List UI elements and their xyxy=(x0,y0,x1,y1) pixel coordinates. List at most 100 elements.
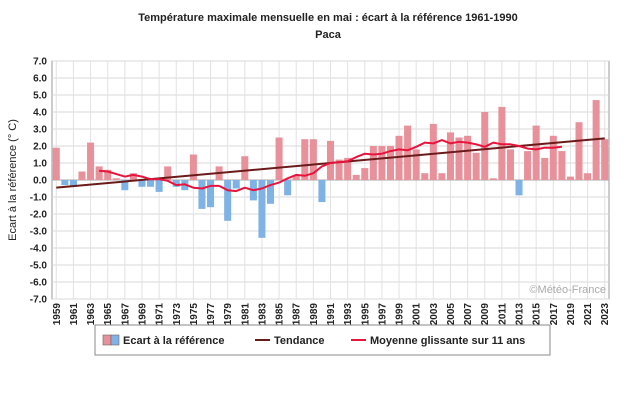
x-tick-label: 2009 xyxy=(480,303,491,326)
bar-2000 xyxy=(404,125,412,180)
y-tick-label: 7.0 xyxy=(33,57,47,68)
bar-1976 xyxy=(198,180,206,209)
bar-2021 xyxy=(584,173,592,180)
bar-2023 xyxy=(601,139,609,180)
x-tick-label: 2019 xyxy=(566,303,577,326)
x-tick-label: 2001 xyxy=(412,303,423,326)
x-tick-label: 1997 xyxy=(377,303,388,326)
bar-2015 xyxy=(532,125,540,180)
bar-1972 xyxy=(164,166,172,180)
legend-label-bars: Ecart à la référence xyxy=(123,335,225,347)
chart-subtitle: Paca xyxy=(315,29,342,41)
bar-1980 xyxy=(232,180,240,189)
bar-1981 xyxy=(241,156,249,180)
x-tick-label: 1971 xyxy=(155,303,166,326)
bar-1975 xyxy=(189,154,197,180)
y-tick-label: 1.0 xyxy=(33,159,47,170)
x-tick-label: 1987 xyxy=(292,303,303,326)
bar-2016 xyxy=(541,157,549,180)
x-tick-label: 2013 xyxy=(515,303,526,326)
y-tick-label: -5.0 xyxy=(30,261,48,272)
bar-2020 xyxy=(575,122,583,180)
bar-1964 xyxy=(95,166,103,180)
x-tick-label: 2023 xyxy=(600,303,611,326)
bar-1992 xyxy=(335,159,343,180)
bar-1959 xyxy=(52,147,60,180)
bar-1993 xyxy=(344,157,352,180)
x-tick-label: 1995 xyxy=(360,303,371,326)
bar-2013 xyxy=(515,180,523,196)
chart-title: Température maximale mensuelle en mai : … xyxy=(138,12,518,24)
x-tick-label: 2011 xyxy=(497,303,508,325)
x-tick-label: 1989 xyxy=(309,303,320,326)
bar-1995 xyxy=(361,168,369,180)
legend-swatch-negative xyxy=(110,334,120,346)
bar-1979 xyxy=(224,180,232,221)
x-tick-label: 1993 xyxy=(343,303,354,326)
y-tick-label: 5.0 xyxy=(33,91,47,102)
y-tick-label: 4.0 xyxy=(33,108,47,119)
bar-2007 xyxy=(464,135,472,180)
x-tick-label: 1961 xyxy=(69,303,80,326)
bar-1994 xyxy=(352,174,360,180)
y-tick-label: -3.0 xyxy=(30,227,48,238)
y-tick-label: -4.0 xyxy=(30,244,48,255)
bar-1977 xyxy=(207,180,215,208)
bar-1996 xyxy=(369,146,377,180)
x-tick-label: 1969 xyxy=(137,303,148,326)
x-tick-label: 1975 xyxy=(189,303,200,326)
x-tick-label: 1999 xyxy=(395,303,406,326)
moving-average-line xyxy=(99,139,563,193)
bar-2019 xyxy=(566,176,574,180)
x-tick-label: 1985 xyxy=(275,303,286,326)
bar-2008 xyxy=(472,152,480,180)
bar-2014 xyxy=(524,151,532,180)
x-tick-label: 1983 xyxy=(257,303,268,326)
y-tick-label: -1.0 xyxy=(30,193,48,204)
y-tick-label: -6.0 xyxy=(30,278,48,289)
bar-1986 xyxy=(284,180,292,196)
x-tick-label: 1979 xyxy=(223,303,234,326)
bar-2006 xyxy=(455,137,463,180)
legend-swatch-positive xyxy=(102,334,112,346)
bar-1997 xyxy=(378,146,386,180)
bar-2005 xyxy=(446,132,454,180)
x-tick-label: 2007 xyxy=(463,303,474,326)
bar-1999 xyxy=(395,135,403,180)
x-tick-label: 2021 xyxy=(583,303,594,326)
bar-2004 xyxy=(438,173,446,180)
legend-label-trend: Tendance xyxy=(274,335,325,347)
bar-1983 xyxy=(258,180,266,238)
bar-1961 xyxy=(69,180,77,187)
x-tick-label: 1959 xyxy=(52,303,63,326)
bar-1960 xyxy=(61,180,69,186)
lines xyxy=(56,137,605,193)
bar-1998 xyxy=(386,146,394,180)
y-tick-label: 6.0 xyxy=(33,74,47,85)
x-tick-label: 1991 xyxy=(326,303,337,326)
x-tick-label: 1977 xyxy=(206,303,217,326)
bar-1962 xyxy=(78,171,86,180)
x-tick-label: 2003 xyxy=(429,303,440,326)
bar-1985 xyxy=(275,137,283,180)
bar-1971 xyxy=(155,180,163,192)
x-tick-label: 2017 xyxy=(549,303,560,326)
x-tick-label: 1967 xyxy=(120,303,131,326)
bar-1968 xyxy=(129,173,137,180)
y-tick-label: -7.0 xyxy=(30,295,48,306)
y-tick-label: -2.0 xyxy=(30,210,48,221)
y-tick-label: 3.0 xyxy=(33,125,47,136)
bar-2002 xyxy=(421,173,429,180)
bar-1990 xyxy=(318,180,326,203)
bar-1969 xyxy=(138,180,146,187)
bar-2003 xyxy=(429,123,437,180)
bar-1973 xyxy=(172,180,180,187)
bar-2001 xyxy=(412,149,420,180)
legend-label-moving-average: Moyenne glissante sur 11 ans xyxy=(370,335,525,347)
bar-2018 xyxy=(558,151,566,180)
bar-2012 xyxy=(506,149,514,180)
x-tick-label: 1963 xyxy=(86,303,97,326)
bar-1970 xyxy=(147,180,155,187)
